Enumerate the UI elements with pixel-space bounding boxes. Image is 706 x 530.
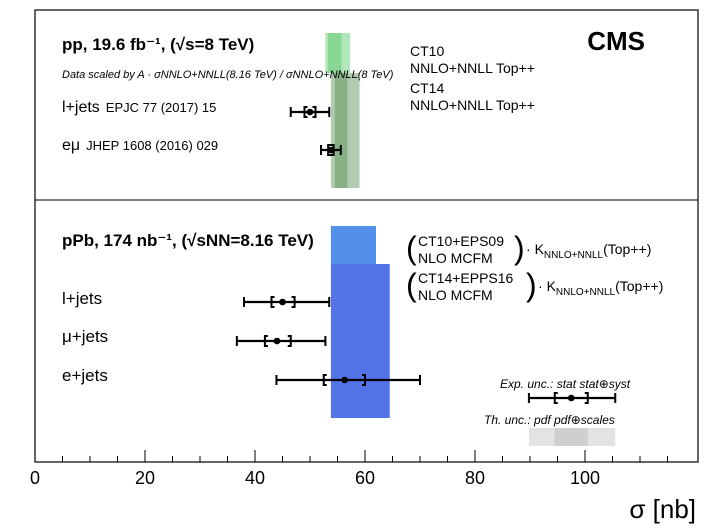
legend-exp-stat-bracket-lo-0 xyxy=(553,392,558,404)
pPb-band-paren-open-1: ( xyxy=(406,267,417,303)
pPb-point-stat-bracket-lo-0 xyxy=(270,296,275,308)
pp-band-label-1-line1: CT14 xyxy=(410,80,444,96)
pp-band-inner-0 xyxy=(328,33,342,73)
pPb-point-stat-bracket-hi-1 xyxy=(287,335,292,347)
pPb-band-label-0-line2: NLO MCFM xyxy=(418,250,493,266)
pPb-band-ksuffix-1: (Top++) xyxy=(615,278,663,294)
x-tick-label-60: 60 xyxy=(355,468,375,488)
pPb-band-ksuffix-0: (Top++) xyxy=(603,241,651,257)
pp-point-stat-bracket-lo-0 xyxy=(303,106,308,118)
pPb-band-1 xyxy=(330,264,390,418)
pPb-point-stat-bracket-lo-1 xyxy=(263,335,268,347)
pPb-header: pPb, 174 nb⁻¹, (√sNN=8.16 TeV) xyxy=(62,231,314,250)
pp-point-marker-1 xyxy=(327,146,335,154)
plot-frame xyxy=(34,9,699,463)
x-axis-label: σ [nb] xyxy=(629,494,696,524)
pPb-band-ksub-1: NNLO+NNLL xyxy=(556,287,616,298)
pPb-band-kfactor-1: · KNNLO+NNLL(Top++) xyxy=(538,278,663,298)
pPb-point-marker-1 xyxy=(273,337,281,345)
x-tick-label-40: 40 xyxy=(245,468,265,488)
pPb-point-marker-0 xyxy=(279,298,286,306)
legend-exp-label: Exp. unc.: stat stat⊕syst xyxy=(500,377,631,391)
pPb-band-k-0: K xyxy=(535,241,545,257)
pp-point-stat-bracket-hi-0 xyxy=(312,106,317,118)
x-tick-label-20: 20 xyxy=(135,468,155,488)
pPb-band-paren-close-0: ) xyxy=(514,230,525,266)
pPb-point-stat-bracket-hi-0 xyxy=(291,296,296,308)
pp-header: pp, 19.6 fb⁻¹, (√s=8 TeV) xyxy=(62,35,254,54)
pp-scaling-note: Data scaled by A · σNNLO+NNLL(8.16 TeV) … xyxy=(62,69,394,81)
measurement-points xyxy=(235,106,617,404)
pPb-band-label-1-line1: CT14+EPPS16 xyxy=(418,270,514,286)
pPb-meas-label-2: e+jets xyxy=(62,366,108,385)
pPb-meas-label-0: l+jets xyxy=(62,289,102,308)
pp-band-label-1-line2: NNLO+NNLL Top++ xyxy=(410,97,535,113)
pp-band-label-0-line1: CT10 xyxy=(410,43,444,59)
pp-meas-label-1: eμ JHEP 1608 (2016) 029 xyxy=(62,137,218,154)
legend-th-band-inner xyxy=(554,428,588,446)
x-tick-label-0: 0 xyxy=(30,468,40,488)
pp-band-inner-1 xyxy=(334,73,348,188)
pPb-meas-label-1: μ+jets xyxy=(62,327,108,346)
pp-meas-name-0: l+jets xyxy=(62,99,100,116)
x-tick-label-80: 80 xyxy=(465,468,485,488)
pPb-band-kfactor-0: · KNNLO+NNLL(Top++) xyxy=(526,241,651,261)
pp-band-label-0-line2: NNLO+NNLL Top++ xyxy=(410,60,535,76)
pp-meas-ref-1: JHEP 1608 (2016) 029 xyxy=(86,138,218,153)
pPb-point-stat-bracket-hi-2 xyxy=(362,374,366,386)
pPb-band-label-0-line1: CT10+EPS09 xyxy=(418,233,504,249)
x-tick-label-100: 100 xyxy=(570,468,600,488)
pPb-band-label-1-line2: NLO MCFM xyxy=(418,287,493,303)
pPb-band-0 xyxy=(330,226,376,264)
pp-meas-ref-0: EPJC 77 (2017) 15 xyxy=(106,100,217,115)
legend-exp-marker-0 xyxy=(567,394,575,402)
pPb-band-paren-open-0: ( xyxy=(406,230,417,266)
pPb-point-marker-2 xyxy=(341,376,348,384)
pPb-band-paren-close-1: ) xyxy=(526,267,537,303)
x-axis: 0 20 40 60 80 100 xyxy=(30,450,668,488)
pPb-point-stat-bracket-lo-2 xyxy=(322,374,327,386)
theory-bands xyxy=(325,33,616,446)
pp-point-marker-0 xyxy=(306,108,314,116)
pPb-band-k-1: K xyxy=(547,278,557,294)
pp-meas-name-1: eμ xyxy=(62,137,80,154)
legend-th-label: Th. unc.: pdf pdf⊕scales xyxy=(484,413,615,427)
pPb-band-ksub-0: NNLO+NNLL xyxy=(544,250,604,261)
legend-exp-stat-bracket-hi-0 xyxy=(584,392,589,404)
chart-title: CMS xyxy=(587,26,645,56)
pp-meas-label-0: l+jets EPJC 77 (2017) 15 xyxy=(62,99,216,116)
